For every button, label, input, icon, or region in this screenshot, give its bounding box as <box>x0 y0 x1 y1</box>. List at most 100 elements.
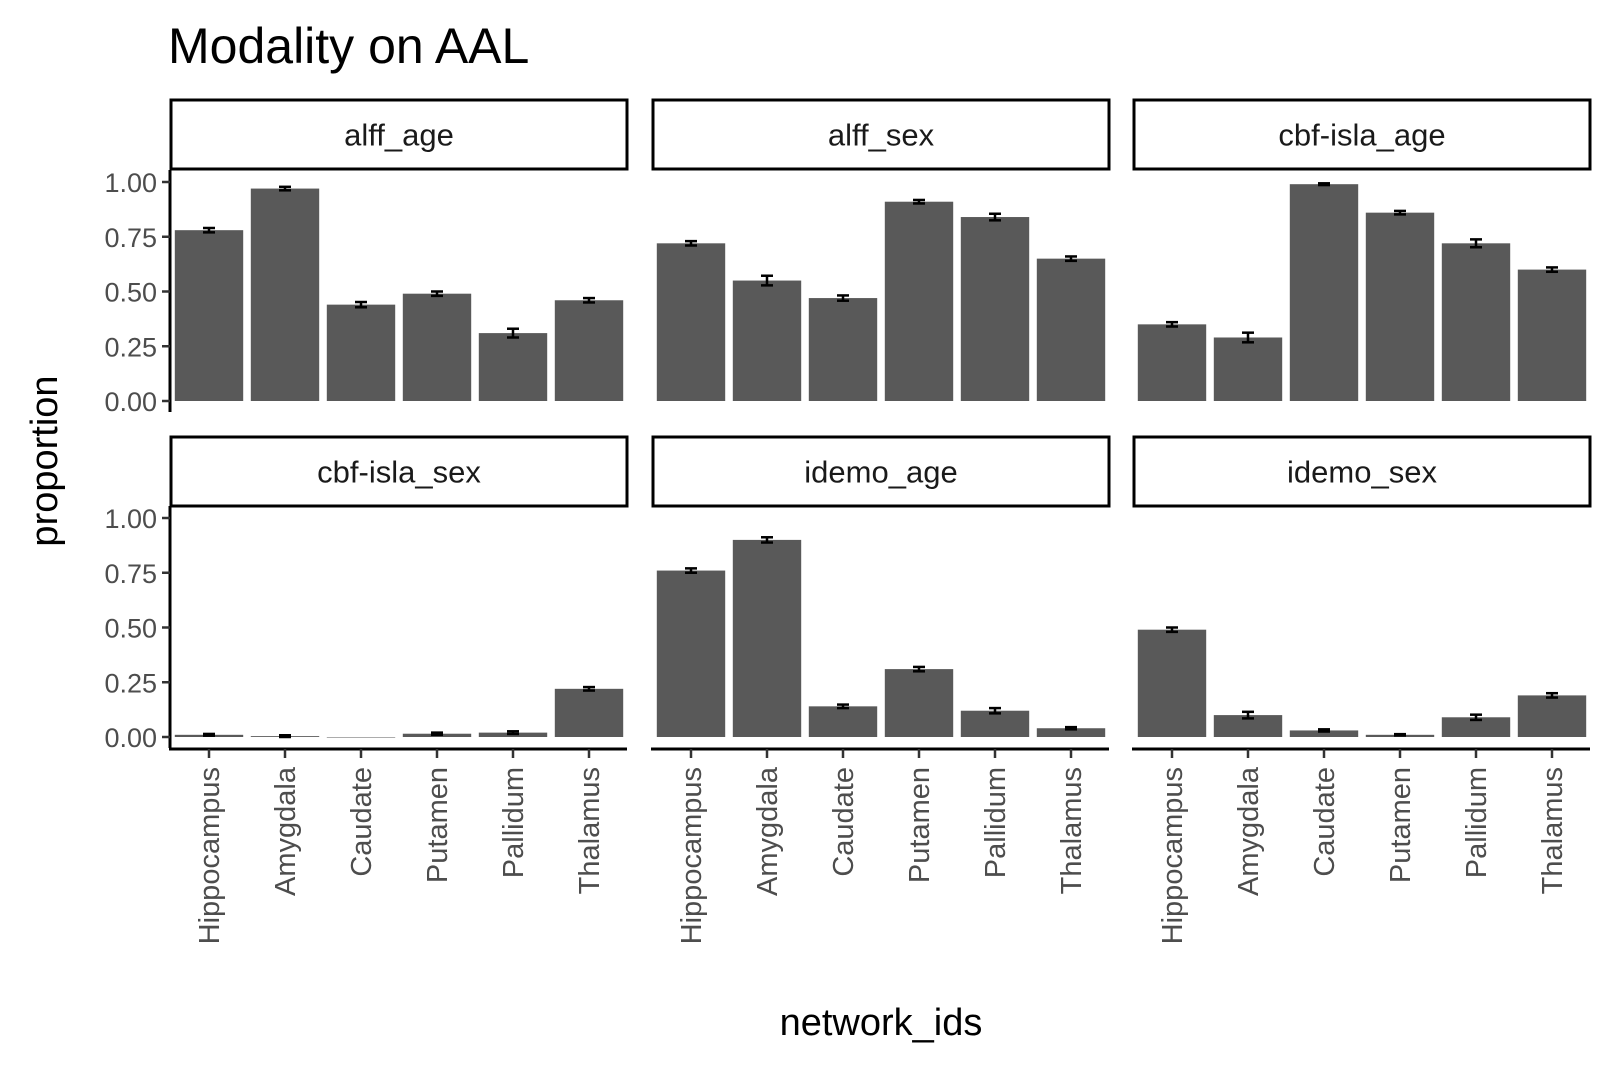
error-bar <box>1065 255 1077 263</box>
x-tick-label: Amygdala <box>1233 766 1265 896</box>
bar <box>884 201 954 401</box>
bar <box>1441 243 1511 401</box>
bar <box>960 710 1030 737</box>
x-tick-label: Caudate <box>1309 767 1341 877</box>
facet-strip <box>169 98 629 171</box>
error-bar <box>507 730 519 736</box>
facet-strip <box>651 98 1111 171</box>
error-bar <box>1546 691 1558 699</box>
bar <box>1289 730 1359 737</box>
error-bar <box>913 665 925 673</box>
bar <box>732 280 802 401</box>
error-bar <box>989 706 1001 715</box>
bar <box>1137 324 1207 401</box>
facet-strip <box>1132 435 1592 508</box>
bar <box>1137 629 1207 737</box>
y-tick-label: 0.25 <box>104 332 157 362</box>
facet-strip-label: idemo_sex <box>1287 455 1437 490</box>
bar <box>656 570 726 737</box>
error-bar <box>1470 713 1482 722</box>
error-bar <box>583 296 595 304</box>
x-tick-label: Amygdala <box>752 766 784 896</box>
error-bar <box>837 294 849 302</box>
x-tick-label: Putamen <box>422 767 454 883</box>
facet-strip-label: alff_sex <box>828 118 935 153</box>
error-bar <box>1318 728 1330 733</box>
facet-panel: idemo_sex Hippocampus Amygdala Caudate Putam… <box>1132 435 1592 944</box>
facet-strip-label: idemo_age <box>804 455 957 490</box>
bar <box>554 300 624 401</box>
x-tick-label: Hippocampus <box>194 767 226 944</box>
error-bar <box>203 226 215 234</box>
error-bar <box>1242 331 1254 344</box>
x-tick-label: Caudate <box>346 767 378 877</box>
facet-strip-label: alff_age <box>344 118 454 153</box>
y-tick-label: 0.25 <box>104 668 157 698</box>
error-bar <box>583 685 595 692</box>
y-axis-title: proportion <box>24 375 66 546</box>
y-tick-label: 0.75 <box>104 559 157 589</box>
x-tick-label: Caudate <box>828 767 860 877</box>
bar <box>732 539 802 737</box>
bar <box>554 688 624 737</box>
bar <box>1036 728 1106 737</box>
facet-panel: alff_age 0.00 0.25 0.50 0.75 1.00 <box>104 98 629 417</box>
bar <box>1517 695 1587 737</box>
bar <box>250 188 320 401</box>
error-bar <box>1470 238 1482 249</box>
bar <box>174 230 244 401</box>
error-bar <box>685 239 697 247</box>
error-bar <box>203 732 215 737</box>
bar <box>808 706 878 737</box>
facet-strip <box>169 435 629 508</box>
error-bar <box>761 536 773 544</box>
bar <box>1213 715 1283 737</box>
error-bar <box>1065 725 1077 731</box>
bar <box>884 669 954 737</box>
chart-title: Modality on AAL <box>168 18 529 74</box>
x-axis-title: network_ids <box>780 1002 983 1044</box>
x-tick-label: Thalamus <box>1056 767 1088 894</box>
error-bar <box>1166 320 1178 328</box>
x-tick-label: Pallidum <box>980 767 1012 878</box>
error-bar <box>279 185 291 192</box>
x-tick-label: Putamen <box>1385 767 1417 883</box>
bar <box>1289 184 1359 401</box>
bar <box>402 293 472 401</box>
bar <box>656 243 726 401</box>
y-tick-label: 0.00 <box>104 387 157 417</box>
facet-panels: alff_age 0.00 0.25 0.50 0.75 1.00 alff_sex cbf-… <box>104 98 1592 944</box>
x-tick-label: Pallidum <box>498 767 530 878</box>
error-bar <box>685 567 697 574</box>
bar <box>808 298 878 401</box>
facet-panel: alff_sex <box>651 98 1111 401</box>
bar <box>326 737 396 738</box>
x-tick-label: Thalamus <box>1537 767 1569 894</box>
bar <box>326 304 396 401</box>
error-bar <box>1394 732 1406 737</box>
error-bar <box>431 290 443 298</box>
facet-panel: cbf-isla_age <box>1132 98 1592 401</box>
facet-strip <box>651 435 1111 508</box>
y-tick-label: 1.00 <box>104 504 157 534</box>
error-bar <box>1166 626 1178 634</box>
y-tick-label: 0.50 <box>104 278 157 308</box>
bar <box>1036 258 1106 401</box>
error-bar <box>431 731 443 737</box>
bar <box>478 333 548 401</box>
bar <box>1213 337 1283 401</box>
x-tick-label: Amygdala <box>270 766 302 896</box>
error-bar <box>913 198 925 205</box>
facet-strip-label: cbf-isla_sex <box>317 455 481 490</box>
y-tick-label: 0.75 <box>104 223 157 253</box>
facet-strip <box>1132 98 1592 171</box>
error-bar <box>1318 182 1330 187</box>
bar <box>960 217 1030 401</box>
error-bar <box>989 212 1001 222</box>
error-bar <box>1242 710 1254 720</box>
error-bar <box>507 327 519 339</box>
facet-panel: idemo_age Hippocampus Amygdala Caudate Putam… <box>651 435 1111 944</box>
bar <box>1517 269 1587 401</box>
facet-strip-label: cbf-isla_age <box>1278 118 1445 153</box>
